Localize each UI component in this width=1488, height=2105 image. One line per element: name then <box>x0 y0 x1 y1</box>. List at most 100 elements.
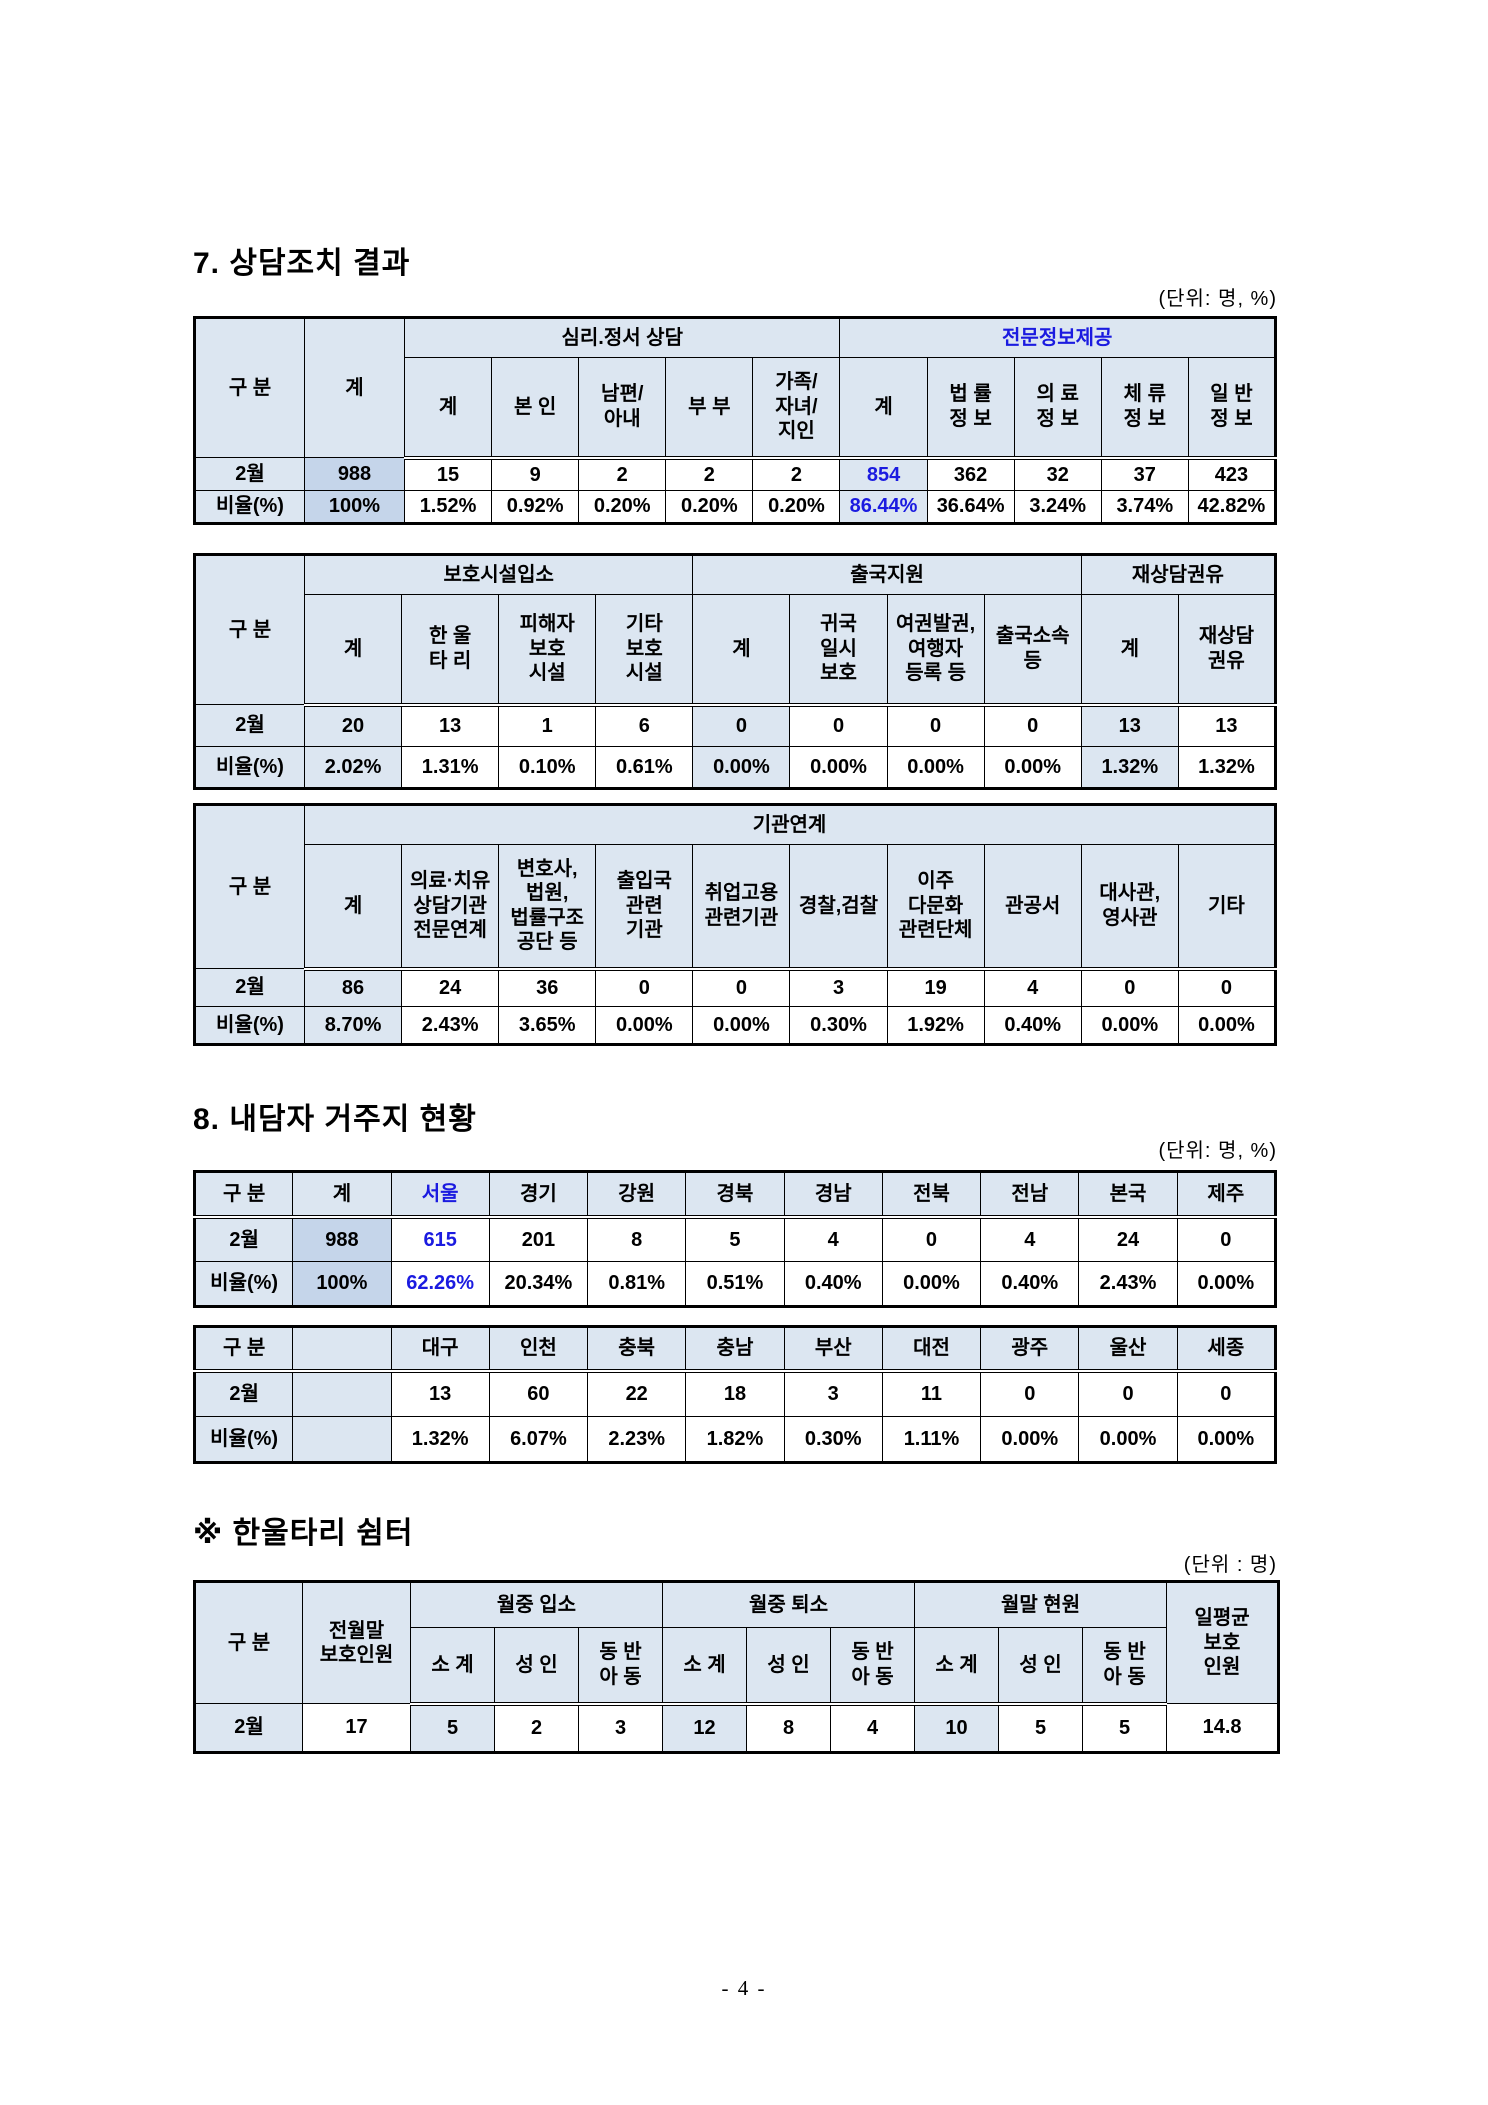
data-cell: 6.07% <box>488 1416 589 1463</box>
data-cell: 8 <box>746 1703 832 1753</box>
data-cell: 0.51% <box>685 1261 785 1307</box>
data-cell: 14.8 <box>1166 1703 1280 1753</box>
header-cell: 대전 <box>881 1326 982 1373</box>
row-label-cell: 비율(%) <box>194 746 305 789</box>
header-cell: 경찰,검찰 <box>789 844 888 971</box>
data-cell: 362 <box>926 457 1015 491</box>
data-cell: 20.34% <box>488 1261 589 1307</box>
header-cell: 계 <box>303 594 403 707</box>
data-cell: 0.00% <box>1078 1416 1178 1463</box>
data-cell: 201 <box>488 1216 589 1262</box>
data-cell: 13 <box>1177 704 1277 747</box>
data-cell: 0 <box>1080 968 1179 1007</box>
data-cell: 0.10% <box>498 746 597 789</box>
data-cell: 8 <box>587 1216 687 1262</box>
table-row: 비율(%) 100% 1.52% 0.92% 0.20% 0.20% 0.20%… <box>194 490 1277 524</box>
header-cell: 광주 <box>980 1326 1080 1373</box>
data-cell: 1 <box>498 704 597 747</box>
header-cell: 기타 <box>1177 844 1277 971</box>
data-cell: 4 <box>983 968 1082 1007</box>
data-cell: 0 <box>1176 1370 1277 1417</box>
header-cell: 취업고용 관련기관 <box>692 844 791 971</box>
counseling-psych-info-table: 구 분 계 심리.정서 상담 전문정보제공 계 본 인 남편/ 아내 부 부 가… <box>193 316 1277 525</box>
header-cell: 본국 <box>1078 1171 1178 1219</box>
data-cell: 0.00% <box>1176 1416 1277 1463</box>
group-header-cell: 월말 현원 <box>914 1581 1168 1628</box>
section8-title: 8. 내담자 거주지 현황 <box>193 1103 477 1136</box>
data-cell: 2 <box>665 457 754 491</box>
section7-title: 7. 상담조치 결과 <box>193 247 411 280</box>
data-cell: 2 <box>494 1703 579 1753</box>
data-cell: 0.00% <box>789 746 888 789</box>
data-cell: 32 <box>1013 457 1102 491</box>
data-cell: 2 <box>578 457 667 491</box>
table-row: 비율(%) 1.32% 6.07% 2.23% 1.82% 0.30% 1.11… <box>193 1416 1277 1463</box>
data-cell: 0 <box>692 968 791 1007</box>
data-cell: 1.52% <box>403 490 493 524</box>
group-header-cell: 월중 입소 <box>409 1581 664 1628</box>
header-cell: 일 반 정 보 <box>1187 357 1277 460</box>
data-cell: 0.00% <box>1177 1006 1277 1045</box>
header-cell: 이주 다문화 관련단체 <box>886 844 985 971</box>
data-cell: 2.23% <box>587 1416 687 1463</box>
group-header-cell: 전문정보제공 <box>839 317 1276 358</box>
row-label-cell: 2월 <box>194 704 305 747</box>
data-cell: 0.00% <box>983 746 1082 789</box>
data-cell: 2 <box>752 457 841 491</box>
data-cell: 0 <box>1177 968 1277 1007</box>
header-cell: 의 료 정 보 <box>1013 357 1102 460</box>
table-row: 2월 988 615 201 8 5 4 0 4 24 0 <box>193 1216 1277 1262</box>
shelter-section-title: ※ 한울타리 쉼터 <box>193 1517 414 1550</box>
header-cell: 구 분 <box>194 317 305 458</box>
subtotal-cell: 854 <box>839 457 928 491</box>
data-cell: 0.00% <box>1080 1006 1179 1045</box>
subtotal-cell: 1.32% <box>1080 746 1179 789</box>
data-cell: 3.65% <box>498 1006 597 1045</box>
header-cell: 출입국 관련 기관 <box>595 844 694 971</box>
subtotal-cell: 20 <box>303 704 403 747</box>
data-cell: 11 <box>881 1370 982 1417</box>
total-cell: 988 <box>292 1216 392 1262</box>
data-cell: 0.20% <box>665 490 754 524</box>
table-row: 2월 17 5 2 3 12 8 4 10 5 5 14.8 <box>194 1703 1280 1753</box>
header-cell: 관공서 <box>983 844 1082 971</box>
header-cell: 경기 <box>488 1171 589 1219</box>
header-cell: 의료·치유 상담기관 전문연계 <box>401 844 500 971</box>
table-row: 2월 988 15 9 2 2 2 854 362 32 37 423 <box>194 457 1277 491</box>
header-cell: 계 <box>839 357 928 460</box>
data-cell: 3 <box>577 1703 664 1753</box>
data-cell: 0.92% <box>491 490 580 524</box>
header-cell: 동 반 아 동 <box>1082 1627 1168 1706</box>
header-cell: 전남 <box>980 1171 1080 1219</box>
header-cell: 계 <box>292 1171 392 1219</box>
data-cell: 13 <box>401 704 500 747</box>
header-cell <box>292 1326 392 1373</box>
subtotal-cell: 0 <box>692 704 791 747</box>
data-cell: 5 <box>685 1216 785 1262</box>
header-cell: 변호사, 법원, 법률구조 공단 등 <box>498 844 597 971</box>
header-cell: 구 분 <box>193 1171 294 1219</box>
shelter-unit-label: (단위 : 명) <box>1183 1554 1277 1576</box>
header-cell: 성 인 <box>746 1627 832 1706</box>
data-cell: 24 <box>401 968 500 1007</box>
data-cell: 0.40% <box>783 1261 883 1307</box>
header-cell: 소 계 <box>914 1627 1000 1706</box>
header-cell: 법 률 정 보 <box>926 357 1015 460</box>
header-cell: 성 인 <box>998 1627 1084 1706</box>
data-cell: 0.40% <box>983 1006 1082 1045</box>
table-row: 비율(%) 8.70% 2.43% 3.65% 0.00% 0.00% 0.30… <box>194 1006 1277 1045</box>
data-cell: 0.00% <box>980 1416 1080 1463</box>
data-cell: 4 <box>830 1703 916 1753</box>
data-cell: 60 <box>488 1370 589 1417</box>
header-cell: 동 반 아 동 <box>577 1627 664 1706</box>
subtotal-cell: 13 <box>1080 704 1179 747</box>
data-cell: 1.92% <box>886 1006 985 1045</box>
table-row: 비율(%) 100% 62.26% 20.34% 0.81% 0.51% 0.4… <box>193 1261 1277 1307</box>
table-row: 2월 86 24 36 0 0 3 19 4 0 0 <box>194 968 1277 1007</box>
header-cell: 부 부 <box>665 357 754 460</box>
subtotal-cell: 86.44% <box>839 490 928 524</box>
header-cell: 경북 <box>685 1171 785 1219</box>
table-row: 비율(%) 2.02% 1.31% 0.10% 0.61% 0.00% 0.00… <box>194 746 1277 789</box>
header-cell: 강원 <box>587 1171 687 1219</box>
header-cell: 제주 <box>1176 1171 1277 1219</box>
